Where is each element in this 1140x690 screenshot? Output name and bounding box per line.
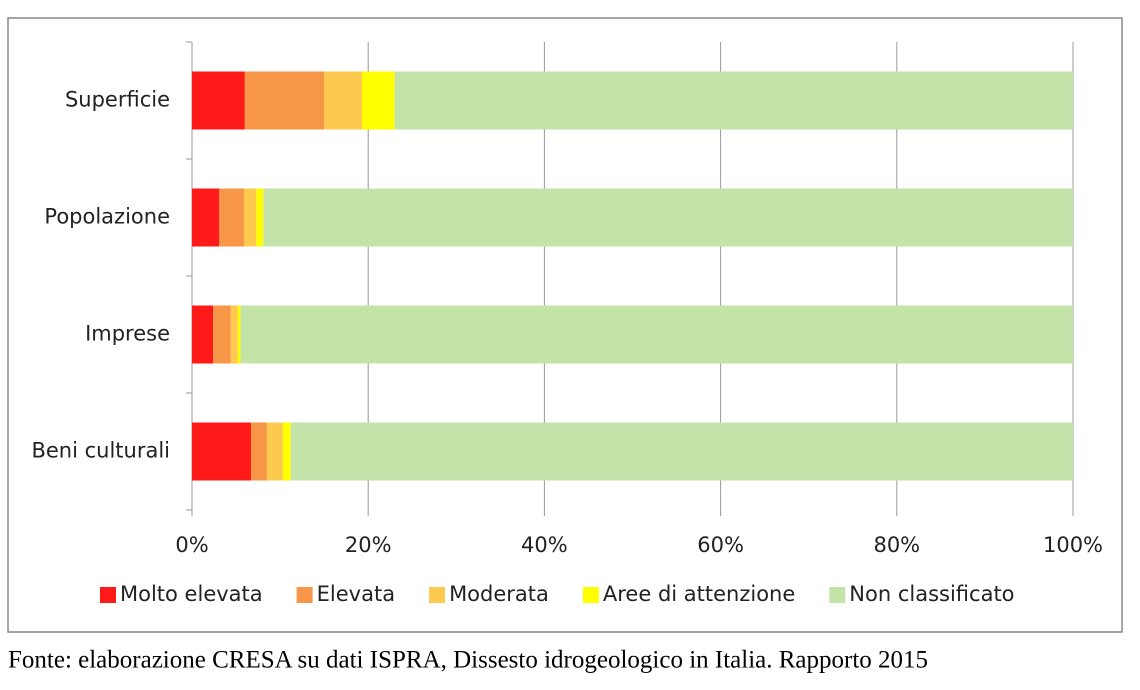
legend-swatch bbox=[100, 587, 116, 603]
bar-segment bbox=[237, 305, 241, 364]
legend-label: Elevata bbox=[317, 582, 395, 606]
bar-segment bbox=[192, 422, 252, 481]
bar-segment bbox=[243, 188, 257, 247]
bar-segment bbox=[290, 422, 1073, 481]
x-tick-label: 100% bbox=[1043, 533, 1103, 557]
bar-segment bbox=[362, 71, 395, 130]
caption: Fonte: elaborazione CRESA su dati ISPRA,… bbox=[8, 647, 928, 674]
bar-segment bbox=[282, 422, 291, 481]
x-tick-label: 0% bbox=[175, 533, 208, 557]
legend-swatch bbox=[582, 587, 599, 603]
bar-segment bbox=[192, 305, 214, 364]
y-tick-label: Popolazione bbox=[44, 205, 170, 229]
bar-segment bbox=[192, 71, 245, 130]
bar-segment bbox=[213, 305, 231, 364]
bar-segment bbox=[244, 71, 325, 130]
bar-segment bbox=[230, 305, 238, 364]
x-tick-label: 40% bbox=[521, 533, 568, 557]
bar-segment bbox=[192, 188, 220, 247]
x-tick-label: 60% bbox=[697, 533, 744, 557]
x-tick-label: 80% bbox=[873, 533, 920, 557]
bar-segment bbox=[219, 188, 244, 247]
bar-segment bbox=[251, 422, 267, 481]
y-tick-label: Imprese bbox=[85, 322, 170, 346]
legend-swatch bbox=[429, 587, 446, 603]
x-tick-label: 20% bbox=[345, 533, 392, 557]
legend-label: Aree di attenzione bbox=[603, 582, 795, 606]
y-tick-label: Superficie bbox=[65, 88, 170, 112]
legend-label: Molto elevata bbox=[120, 582, 263, 606]
bar-segment bbox=[263, 188, 1074, 247]
bar-segment bbox=[256, 188, 264, 247]
bar-segment bbox=[324, 71, 363, 130]
legend-swatch bbox=[296, 587, 313, 603]
bar-segment bbox=[266, 422, 283, 481]
bar-segment bbox=[240, 305, 1073, 364]
legend-label: Non classificato bbox=[849, 582, 1014, 606]
legend-label: Moderata bbox=[449, 582, 549, 606]
bar-segment bbox=[394, 71, 1073, 130]
legend-swatch bbox=[829, 587, 846, 603]
y-tick-label: Beni culturali bbox=[31, 439, 170, 463]
